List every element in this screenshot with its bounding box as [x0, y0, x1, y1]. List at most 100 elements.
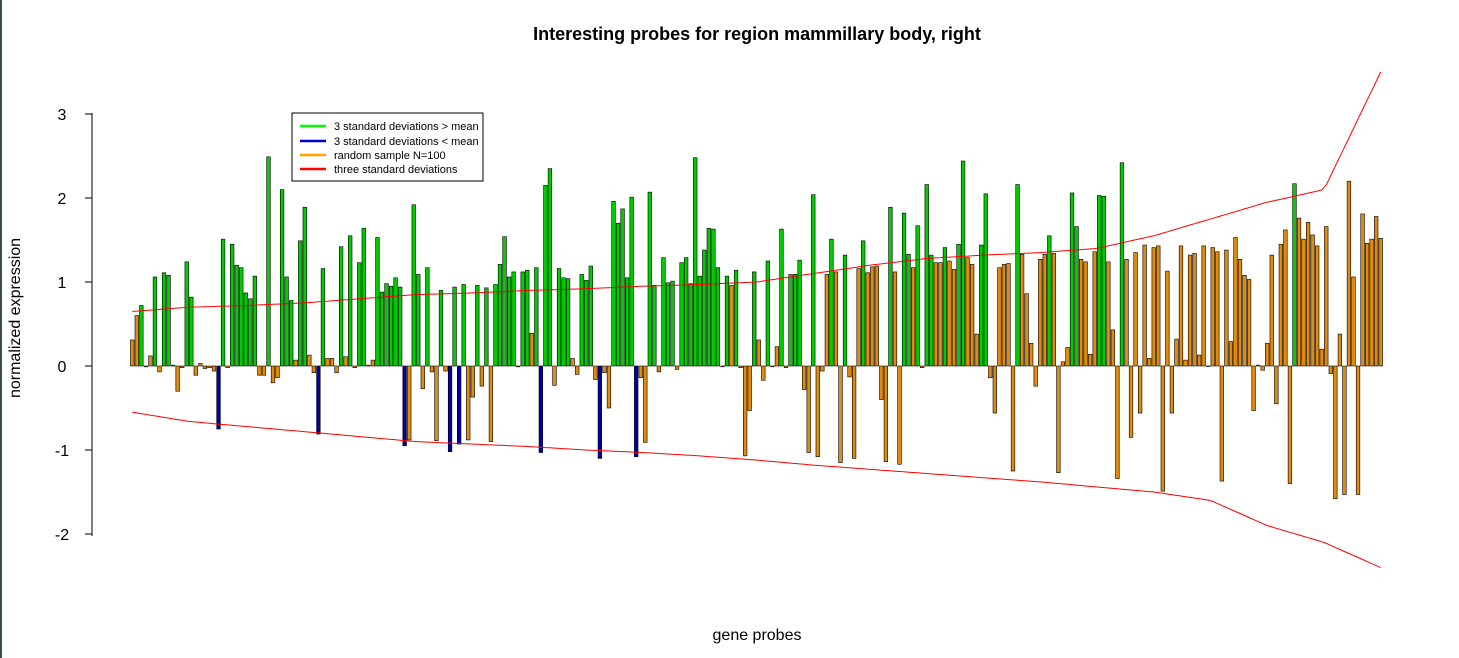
bar-random — [1210, 247, 1215, 367]
bar-random — [911, 267, 916, 367]
bar-random — [729, 285, 734, 367]
bar-random — [1346, 180, 1352, 367]
bar-random — [1283, 229, 1288, 367]
bar-random — [207, 365, 212, 368]
bar-random — [1310, 234, 1315, 367]
bar-down — [447, 365, 453, 452]
bar-random — [325, 358, 330, 367]
bar-random — [1010, 365, 1016, 472]
bar-up — [161, 272, 167, 367]
bar-up — [556, 268, 562, 367]
bar-up — [901, 212, 907, 367]
bar-random — [1038, 259, 1043, 367]
bar-up — [697, 275, 702, 367]
bar-up — [452, 286, 457, 367]
bar-random — [366, 364, 371, 367]
bar-up — [139, 305, 144, 367]
bar-random — [897, 365, 902, 465]
bar-random — [1337, 333, 1342, 367]
bar-up — [1074, 226, 1079, 367]
bar-up — [1069, 192, 1075, 367]
bar-up — [189, 296, 194, 367]
bar-random — [1078, 259, 1084, 367]
bar-up — [829, 238, 834, 367]
bar-random — [1128, 365, 1134, 438]
bar-random — [225, 365, 230, 368]
bar-up — [1097, 195, 1102, 367]
bar-random — [1001, 264, 1007, 367]
bar-up — [615, 222, 621, 367]
bar-random — [407, 365, 412, 441]
bar-random — [1201, 245, 1206, 367]
bar-random — [770, 365, 775, 368]
bar-up — [652, 285, 657, 367]
bar-up — [525, 269, 530, 367]
bar-random — [774, 346, 780, 367]
bar-random — [311, 365, 316, 374]
bar-random — [802, 365, 807, 390]
bar-random — [1251, 365, 1256, 411]
bar-random — [806, 365, 811, 453]
bar-up — [561, 277, 566, 367]
bar-up — [956, 243, 961, 367]
bar-random — [1315, 245, 1320, 367]
bar-random — [175, 365, 180, 392]
bar-random — [1269, 254, 1274, 367]
bar-up — [184, 261, 189, 367]
bar-up — [724, 275, 730, 367]
bar-up — [416, 274, 421, 367]
bar-random — [1060, 361, 1066, 367]
bar-random — [970, 264, 975, 367]
bar-random — [1328, 365, 1333, 374]
bar-up — [475, 285, 480, 367]
bar-up — [711, 228, 716, 367]
bar-random — [529, 332, 534, 367]
bar-random — [1351, 276, 1356, 367]
bar-random — [1115, 365, 1120, 479]
bar-random — [743, 365, 748, 457]
bar-random — [951, 269, 957, 367]
bar-up — [679, 262, 684, 367]
bar-random — [1305, 222, 1311, 367]
bar-up — [543, 185, 548, 367]
bar-up — [289, 300, 294, 367]
bar-random — [1342, 365, 1347, 495]
bar-up — [461, 284, 466, 367]
bar-up — [425, 267, 430, 367]
bar-random — [1369, 238, 1374, 367]
bar-random — [1056, 365, 1061, 473]
bar-random — [783, 365, 789, 368]
bar-up — [166, 274, 171, 367]
bar-up — [579, 274, 584, 367]
legend-label-down: 3 standard deviations < mean — [334, 136, 479, 148]
bar-up — [1292, 183, 1297, 367]
window-left-border — [0, 0, 2, 658]
bar-random — [883, 365, 889, 463]
bar-random — [747, 365, 752, 411]
bar-random — [997, 267, 1002, 367]
bar-up — [230, 243, 235, 367]
bar-down — [457, 365, 462, 445]
bar-up — [279, 189, 285, 367]
bar-random — [920, 365, 925, 368]
bar-up — [733, 269, 739, 367]
bar-random — [756, 339, 761, 367]
bar-random — [1147, 358, 1152, 367]
bar-up — [547, 168, 553, 367]
bar-random — [134, 315, 139, 367]
bar-down — [402, 365, 407, 447]
bar-random — [1019, 253, 1025, 367]
bar-random — [1169, 365, 1175, 414]
bar-random — [1301, 238, 1306, 367]
bar-up — [379, 291, 385, 367]
y-tick-label: -1 — [55, 443, 69, 460]
legend-label-up: 3 standard deviations > mean — [334, 121, 479, 133]
bar-random — [193, 365, 198, 376]
bar-up — [684, 257, 689, 367]
bar-random — [1183, 359, 1188, 367]
bar-random — [643, 365, 648, 443]
bar-up — [357, 262, 362, 367]
bar-random — [1274, 365, 1279, 405]
bar-random — [470, 365, 475, 398]
